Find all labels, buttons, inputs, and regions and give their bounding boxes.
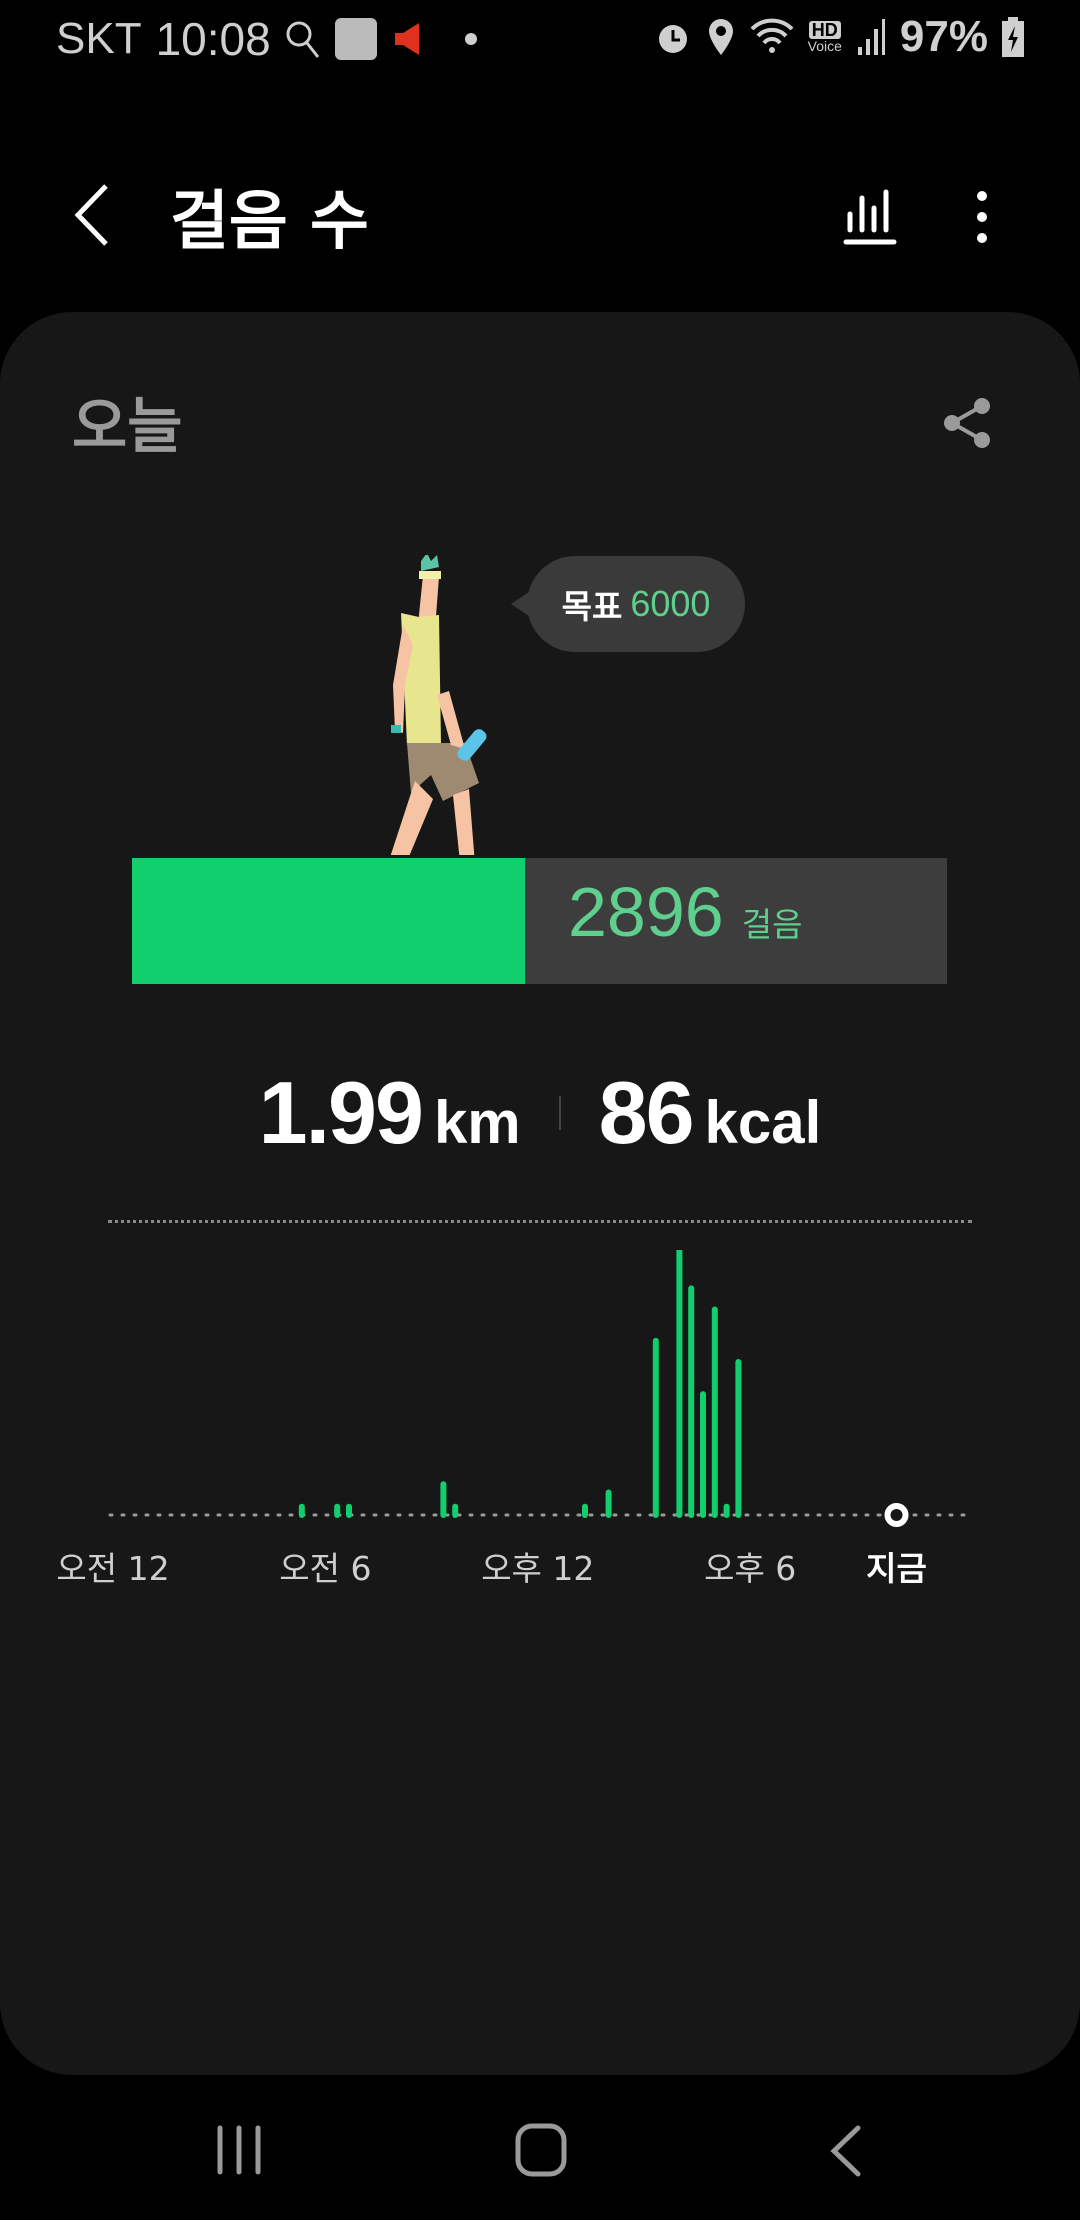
location-icon: [708, 19, 733, 55]
battery-charging-icon: [1002, 17, 1024, 57]
goal-bubble: 목표 6000: [511, 556, 745, 652]
x-tick-label: 오전 12: [56, 1549, 170, 1588]
hourly-steps-chart: [108, 1250, 974, 1527]
signal-icon: [857, 19, 885, 55]
battery-percent: 97%: [899, 12, 988, 61]
stats-divider: [558, 1096, 561, 1130]
more-notifications-icon: [464, 33, 477, 45]
chart-view-button[interactable]: [842, 188, 900, 246]
steps-value: 2896: [568, 873, 724, 951]
current-time-marker: [884, 1503, 909, 1527]
chart-top-divider: [108, 1220, 972, 1223]
home-button[interactable]: [514, 2122, 568, 2178]
wifi-icon: [750, 18, 794, 53]
steps-progress-bar: [132, 858, 947, 984]
steps-progress-fill: [132, 858, 526, 984]
page-title: 걸음 수: [170, 185, 369, 259]
x-tick-label: 오후 6: [704, 1549, 797, 1588]
calories-value: 86: [598, 1063, 695, 1162]
recent-apps-button[interactable]: [214, 2124, 264, 2176]
period-label: 오늘: [72, 392, 183, 462]
app-notification-icon: [334, 18, 377, 60]
back-button[interactable]: [70, 182, 114, 248]
steps-count: 2896 걸음: [568, 872, 802, 952]
goal-label: 목표: [561, 587, 623, 626]
walking-person-illustration: [390, 555, 487, 855]
calories-unit: kcal: [704, 1089, 822, 1156]
stats-row: 1.99 km 86 kcal: [0, 1062, 1080, 1164]
goal-value: 6000: [630, 583, 711, 624]
x-tick-label: 지금: [866, 1549, 927, 1588]
x-tick-label: 오전 6: [279, 1549, 372, 1588]
status-bar: SKT 10:08 HD Voice 97%: [0, 0, 1080, 80]
alarm-icon: [658, 25, 687, 53]
megaphone-icon: [394, 23, 419, 55]
back-nav-button[interactable]: [826, 2124, 866, 2178]
clock: 10:08: [155, 13, 271, 65]
share-button[interactable]: [940, 396, 994, 450]
search-icon: [286, 21, 319, 58]
carrier: SKT: [56, 14, 142, 63]
steps-unit: 걸음: [741, 905, 803, 944]
more-options-button[interactable]: [970, 188, 994, 246]
distance-value: 1.99: [258, 1063, 424, 1162]
x-tick-label: 오후 12: [481, 1549, 595, 1588]
distance-unit: km: [433, 1089, 521, 1156]
hd-voice-icon: HD Voice: [807, 20, 842, 54]
